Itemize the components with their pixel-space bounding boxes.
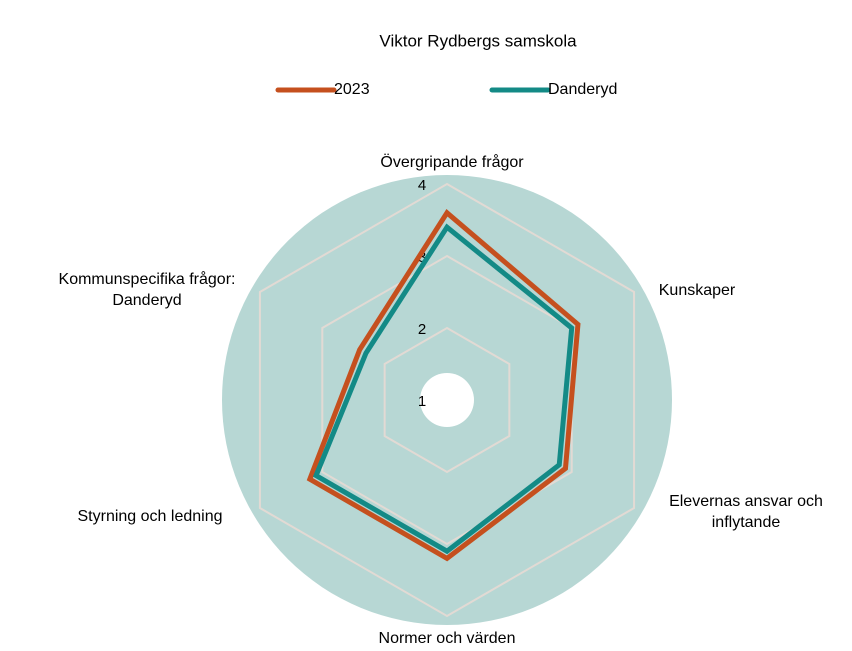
r-tick-label: 4	[418, 177, 426, 194]
r-tick-label: 2	[418, 321, 426, 338]
category-label: Normer och värden	[378, 629, 516, 647]
series-line	[312, 223, 575, 555]
legend-label: Danderyd	[548, 81, 617, 98]
center-hole	[420, 373, 474, 427]
category-label: Övergripande frågor	[380, 153, 524, 171]
category-label: Elevernas ansvar och inflytande	[669, 493, 823, 531]
r-tick-label: 3	[418, 249, 426, 266]
grid-ring	[258, 182, 636, 618]
grid-ring	[383, 326, 511, 474]
category-label: Kommunspecifika frågor: Danderyd	[58, 271, 236, 309]
series-line	[306, 209, 581, 562]
category-label: Styrning och ledning	[77, 507, 223, 525]
category-label: Kunskaper	[658, 281, 736, 299]
legend-label: 2023	[334, 81, 370, 98]
chart-title: Viktor Rydbergs samskola	[379, 31, 577, 50]
r-tick-label: 1	[418, 393, 426, 410]
